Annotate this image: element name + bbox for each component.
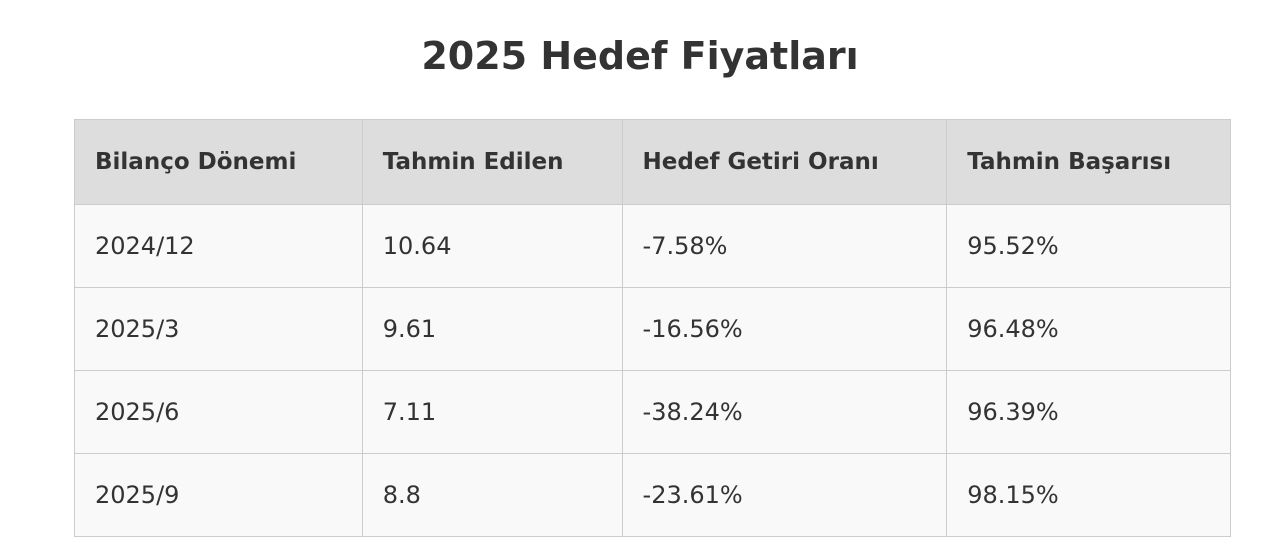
table-body: 2024/12 10.64 -7.58% 95.52% 2025/3 9.61 -16.56… (74, 204, 1231, 537)
table-cell: 9.61 (361, 287, 623, 371)
table-header: Bilanço Dönemi Tahmin Edilen Hedef Getiri … (74, 119, 1231, 205)
header-cell: Hedef Getiri Oranı (621, 119, 948, 205)
table-cell: 96.39% (946, 370, 1231, 454)
table-cell: 2024/12 (74, 204, 363, 288)
table-cell: -23.61% (621, 453, 948, 537)
header-cell: Bilanço Dönemi (74, 119, 363, 205)
table-cell: -7.58% (621, 204, 948, 288)
table-cell: 98.15% (946, 453, 1231, 537)
table-cell: 7.11 (361, 370, 623, 454)
header-row: Bilanço Dönemi Tahmin Edilen Hedef Getiri … (74, 119, 1231, 205)
table-cell: 10.64 (361, 204, 623, 288)
table-cell: 2025/9 (74, 453, 363, 537)
table-cell: 2025/3 (74, 287, 363, 371)
table-cell: 8.8 (361, 453, 623, 537)
target-price-table: Bilanço Dönemi Tahmin Edilen Hedef Getiri … (74, 119, 1231, 537)
table-row: 2025/3 9.61 -16.56% 96.48% (74, 287, 1231, 371)
table-cell: 2025/6 (74, 370, 363, 454)
table-cell: -16.56% (621, 287, 948, 371)
page-title: 2025 Hedef Fiyatları (421, 34, 859, 78)
header-cell: Tahmin Başarısı (946, 119, 1231, 205)
table-row: 2025/9 8.8 -23.61% 98.15% (74, 453, 1231, 537)
header-cell: Tahmin Edilen (361, 119, 623, 205)
table-cell: 95.52% (946, 204, 1231, 288)
table-cell: 96.48% (946, 287, 1231, 371)
table-row: 2025/6 7.11 -38.24% 96.39% (74, 370, 1231, 454)
table-row: 2024/12 10.64 -7.58% 95.52% (74, 204, 1231, 288)
table-cell: -38.24% (621, 370, 948, 454)
